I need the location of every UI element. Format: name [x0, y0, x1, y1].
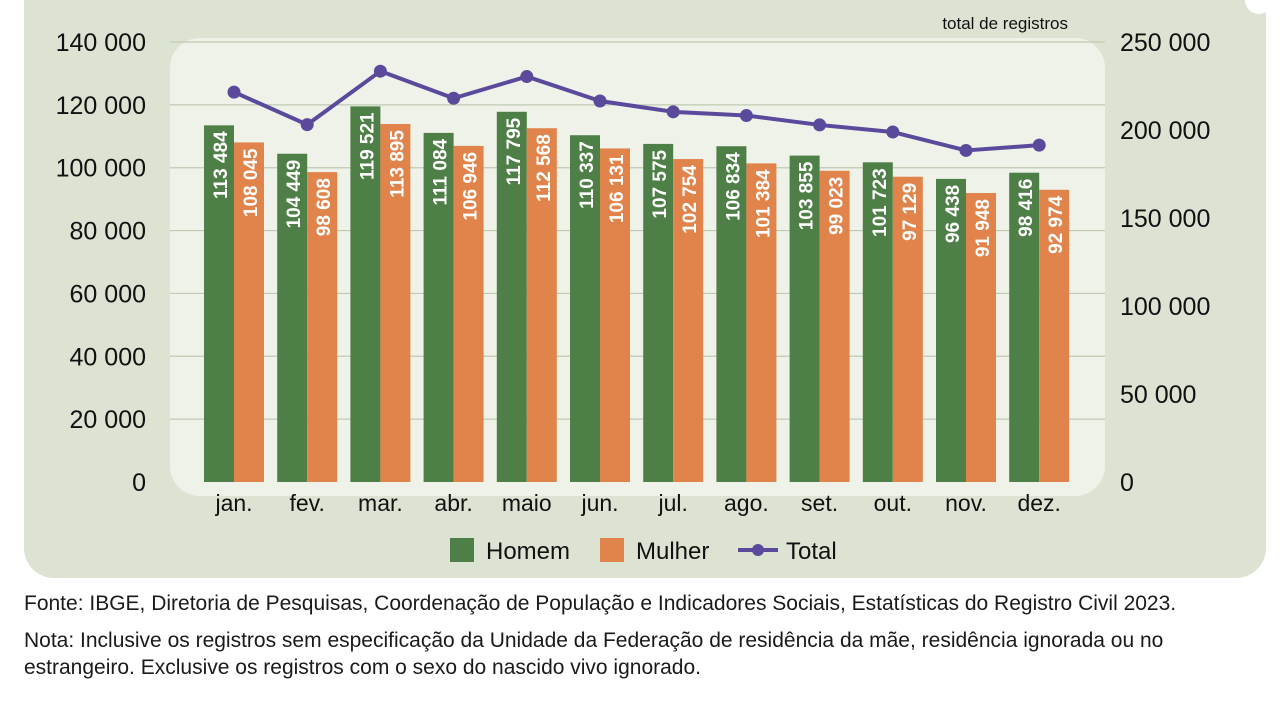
bar-value-label: 104 449	[284, 160, 305, 229]
x-tick-label: maio	[502, 490, 552, 516]
bar-homem	[496, 111, 527, 482]
legend-label-total: Total	[786, 538, 837, 565]
x-tick-label: mar.	[358, 490, 403, 516]
x-tick-label: set.	[801, 490, 838, 516]
bar-value-label: 113 484	[211, 131, 232, 199]
bar-mulher	[380, 124, 411, 483]
bar-value-label: 97 129	[900, 183, 921, 241]
corner-decoration	[1245, 0, 1273, 14]
total-point	[227, 85, 241, 99]
bar-value-label: 98 416	[1016, 179, 1037, 237]
bar-value-label: 92 974	[1046, 195, 1067, 254]
bar-value-label: 113 895	[387, 130, 408, 198]
total-point	[886, 125, 900, 139]
bar-homem	[789, 155, 820, 482]
total-point	[666, 105, 680, 119]
bar-homem	[1009, 172, 1040, 482]
bar-homem	[643, 143, 674, 482]
total-line	[233, 69, 1040, 153]
y-left-tick-label: 120 000	[56, 92, 146, 120]
total-point	[1032, 138, 1046, 152]
x-tick-label: out.	[874, 490, 912, 516]
legend-swatch-homem	[450, 538, 474, 562]
footnote: Nota: Inclusive os registros sem especif…	[24, 629, 1164, 679]
bar-value-label: 112 568	[534, 134, 555, 202]
y-right-tick-label: 200 000	[1120, 117, 1210, 145]
y-right-tick-label: 250 000	[1120, 29, 1210, 57]
bar-value-label: 96 438	[943, 185, 964, 243]
bar-homem	[862, 162, 893, 483]
y-left-tick-label: 20 000	[70, 406, 146, 434]
chart-notes: Fonte: IBGE, Diretoria de Pesquisas, Coo…	[24, 590, 1259, 691]
bar-mulher	[819, 170, 850, 482]
bar-line-chart: 0 20 000 40 000 60 000 80 000 100 000 120 000 1…	[56, 14, 1211, 565]
bar-mulher	[746, 163, 777, 483]
bar-homem	[716, 146, 747, 482]
bar-homem	[350, 106, 381, 482]
y-right-tick-label: 50 000	[1120, 381, 1196, 409]
legend-label-homem: Homem	[486, 538, 570, 565]
bar-value-label: 107 575	[650, 149, 671, 218]
bar-value-label: 119 521	[357, 112, 378, 180]
bar-value-label: 111 084	[431, 138, 452, 205]
bar-mulher	[600, 148, 630, 482]
total-point	[739, 109, 753, 123]
legend-marker-total	[752, 544, 764, 556]
bar-value-label: 101 723	[870, 168, 891, 237]
bar-value-label: 103 855	[797, 161, 818, 230]
y-right-tick-label: 0	[1120, 469, 1134, 497]
total-point	[373, 64, 387, 78]
bar-value-label: 106 834	[723, 152, 744, 221]
bar-value-label: 102 754	[680, 165, 701, 234]
y-left-tick-label: 0	[132, 469, 146, 497]
y-left-tick-label: 100 000	[56, 155, 146, 183]
y-left-tick-label: 80 000	[70, 218, 146, 246]
total-point	[300, 118, 314, 132]
total-point	[520, 70, 534, 84]
legend-label-mulher: Mulher	[636, 538, 709, 565]
x-tick-label: ago.	[724, 490, 769, 516]
bar-value-label: 106 131	[607, 154, 628, 223]
bar-value-label: 108 045	[241, 148, 262, 217]
total-point	[959, 143, 973, 157]
total-point	[447, 91, 461, 105]
bar-mulher	[453, 145, 484, 482]
bar-value-label: 101 384	[753, 169, 774, 238]
bar-value-label: 106 946	[461, 152, 482, 221]
x-tick-label: jul.	[657, 490, 687, 516]
bar-homem	[277, 153, 308, 482]
bar-homem	[423, 132, 454, 483]
total-point	[813, 118, 827, 132]
y-left-tick-label: 60 000	[70, 280, 146, 308]
bar-mulher	[234, 142, 264, 482]
bar-mulher	[307, 172, 338, 482]
y-right-tick-label: 150 000	[1120, 205, 1210, 233]
bar-mulher	[892, 176, 923, 482]
bar-value-label: 110 337	[577, 141, 598, 209]
bar-value-label: 91 948	[973, 199, 994, 257]
y-right-tick-label: 100 000	[1120, 293, 1210, 321]
total-point	[593, 94, 607, 108]
x-tick-label: dez.	[1017, 490, 1060, 516]
x-tick-label: jan.	[214, 490, 252, 516]
bar-value-label: 99 023	[827, 177, 848, 235]
bar-mulher	[1039, 189, 1070, 482]
bar-value-label: 98 608	[314, 178, 335, 236]
x-tick-label: abr.	[434, 490, 472, 516]
bar-mulher	[526, 128, 557, 483]
y-right-axis-title: total de registros	[942, 14, 1068, 33]
bar-value-label: 117 795	[504, 117, 525, 185]
source-note: Fonte: IBGE, Diretoria de Pesquisas, Coo…	[24, 592, 1177, 615]
bar-homem	[936, 178, 966, 482]
bar-homem	[570, 135, 600, 483]
bar-mulher	[673, 159, 704, 483]
x-tick-label: fev.	[290, 490, 325, 516]
y-left-tick-label: 140 000	[56, 29, 146, 57]
x-tick-label: nov.	[945, 490, 987, 516]
y-left-tick-label: 40 000	[70, 343, 146, 371]
bar-mulher	[966, 193, 996, 482]
legend-swatch-mulher	[600, 538, 624, 562]
bar-homem	[204, 125, 234, 482]
x-tick-label: jun.	[580, 490, 618, 516]
